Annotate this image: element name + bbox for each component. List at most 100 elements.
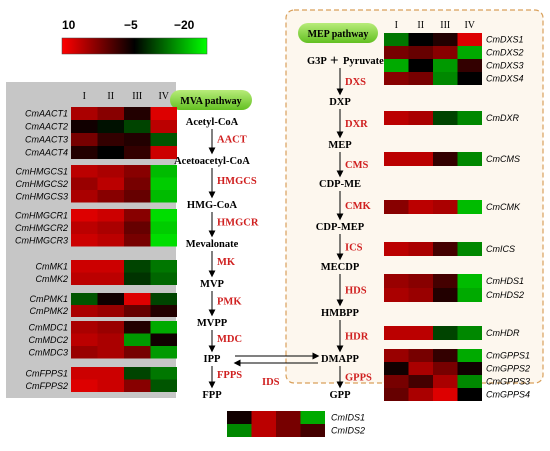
gene-label: CmHMGCS1 (15, 166, 68, 176)
enzyme-label: ICS (345, 243, 363, 254)
heatmap-cell (124, 260, 151, 273)
mep-heatmap-block: CmICS (384, 242, 515, 256)
heatmap-cell (124, 133, 151, 146)
heatmap-cell (457, 72, 482, 85)
heatmap-cell (71, 190, 98, 203)
heatmap-cell (97, 272, 124, 285)
heatmap-cell (124, 321, 151, 334)
heatmap-cell (71, 133, 98, 146)
mep-heatmap-block: CmCMK (384, 200, 521, 214)
gene-label: CmAACT3 (25, 135, 68, 145)
mva-heatmap-block: CmMK1 CmMK2 (35, 260, 177, 285)
mva-column-header: III (132, 91, 142, 102)
mva-heatmap-block: CmHMGCR1 CmHMGCR2 CmHMGCR3 (15, 209, 177, 247)
metabolite-label: MVPP (197, 318, 228, 329)
heatmap-cell (408, 33, 433, 46)
mep-heatmap-block: CmDXS1 CmDXS2 CmDXS3 CmDXS4 (384, 33, 524, 85)
mep-column-header: II (417, 20, 424, 31)
heatmap-cell (150, 305, 177, 317)
heatmap-cell (150, 120, 177, 133)
mep-pathway-label: MEP pathway (298, 23, 378, 43)
mep-heatmap-block: CmHDS1 CmHDS2 (384, 274, 524, 302)
heatmap-cell (97, 190, 124, 203)
heatmap-cell (457, 375, 482, 388)
heatmap-cell (300, 424, 325, 437)
heatmap-cell (71, 107, 98, 120)
heatmap-cell (433, 274, 458, 288)
heatmap-cell (97, 107, 124, 120)
heatmap-cell (227, 424, 252, 437)
heatmap-cell (124, 190, 151, 203)
heatmap-cell (433, 326, 458, 340)
metabolite-label: FPP (202, 390, 222, 401)
mva-pathway-label: MVA pathway (170, 90, 252, 110)
metabolite-label: CDP-MEP (316, 222, 365, 233)
heatmap-cell (276, 424, 301, 437)
heatmap-cell (457, 349, 482, 362)
metabolite-g3p: G3P (307, 56, 327, 67)
heatmap-cell (71, 305, 98, 317)
heatmap-cell (97, 209, 124, 222)
mep-heatmap-block: CmHDR (384, 326, 520, 340)
mep-column-header: I (395, 20, 398, 31)
heatmap-cell (150, 146, 177, 159)
heatmap-cell (97, 260, 124, 273)
heatmap-cell (97, 333, 124, 346)
heatmap-cell (433, 72, 458, 85)
metabolite-label: IPP (204, 354, 222, 365)
heatmap-cell (97, 234, 124, 247)
heatmap-cell (124, 146, 151, 159)
metabolite-label: HMG-CoA (187, 200, 238, 211)
gene-label: CmMDC1 (29, 322, 69, 332)
heatmap-cell (97, 293, 124, 305)
heatmap-cell (433, 200, 458, 214)
heatmap-cell (150, 221, 177, 234)
gene-label: CmHMGCS3 (15, 191, 68, 201)
scale-label-low: −20 (174, 18, 195, 32)
mva-column-header: IV (158, 91, 169, 102)
mva-column-header: I (83, 91, 86, 102)
heatmap-cell (457, 326, 482, 340)
gene-label: CmCMS (486, 154, 520, 164)
mva-heatmap-block: CmFPPS1 CmFPPS2 (25, 367, 177, 392)
heatmap-cell (124, 177, 151, 190)
enzyme-label: GPPS (345, 373, 372, 384)
heatmap-cell (433, 46, 458, 59)
metabolite-label: MECDP (321, 262, 360, 273)
heatmap-cell (124, 333, 151, 346)
mep-heatmap-block: CmCMS (384, 152, 520, 166)
heatmap-cell (408, 46, 433, 59)
heatmap-cell (384, 288, 409, 302)
heatmap-cell (71, 379, 98, 392)
heatmap-cell (150, 321, 177, 334)
gene-label: CmDXS4 (486, 74, 524, 84)
enzyme-label: AACT (217, 135, 247, 146)
heatmap-cell (408, 349, 433, 362)
heatmap-cell (457, 59, 482, 72)
heatmap-cell (384, 242, 409, 256)
ids-heatmap: CmIDS1 CmIDS2 (227, 411, 365, 437)
gene-label: CmMDC3 (29, 347, 69, 357)
heatmap-cell (457, 111, 482, 125)
heatmap-cell (384, 388, 409, 401)
heatmap-cell (384, 274, 409, 288)
enzyme-label: DXS (345, 77, 366, 88)
color-scale: 10 −5 −20 (61, 18, 208, 55)
heatmap-cell (71, 367, 98, 380)
enzyme-label: HDS (345, 286, 367, 297)
heatmap-cell (97, 367, 124, 380)
heatmap-cell (97, 120, 124, 133)
enzyme-ids: IDS (262, 377, 280, 388)
gene-label: CmGPPS1 (486, 351, 530, 361)
heatmap-cell (457, 362, 482, 375)
heatmap-cell (124, 120, 151, 133)
heatmap-cell (433, 152, 458, 166)
heatmap-cell (457, 46, 482, 59)
heatmap-cell (71, 321, 98, 334)
heatmap-cell (384, 111, 409, 125)
heatmap-cell (457, 33, 482, 46)
metabolite-label: Acetoacetyl-CoA (174, 156, 250, 167)
heatmap-cell (384, 152, 409, 166)
heatmap-cell (150, 209, 177, 222)
